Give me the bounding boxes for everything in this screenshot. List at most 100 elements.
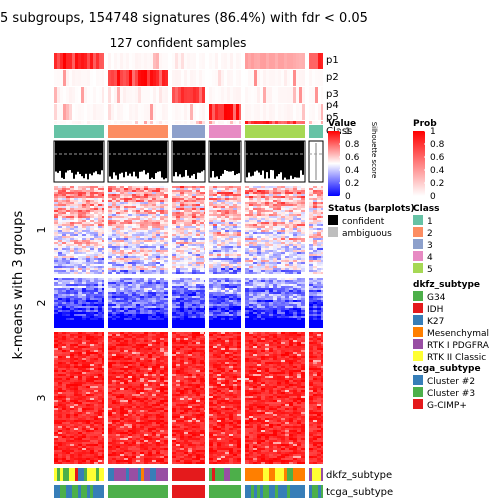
prob-cell [78, 87, 81, 103]
heat-cell [98, 284, 102, 286]
heat-cell [124, 248, 128, 250]
heat-cell [54, 250, 58, 252]
heat-cell [293, 240, 297, 242]
heat-cell [160, 284, 164, 286]
heat-cell [289, 268, 293, 270]
heat-cell [249, 280, 253, 282]
heat-cell [221, 234, 225, 236]
heat-cell [120, 226, 124, 228]
heat-cell [265, 252, 269, 254]
prob-cell [199, 87, 202, 103]
heat-cell [160, 252, 164, 254]
heat-cell [58, 284, 62, 286]
heat-cell [54, 294, 58, 296]
heat-cell [192, 292, 196, 294]
heat-cell [200, 258, 204, 260]
heat-cell [221, 286, 225, 288]
heat-cell [70, 220, 74, 222]
heat-cell [156, 230, 160, 232]
heat-cell [120, 232, 124, 234]
heat-cell [148, 192, 152, 194]
heat-cell [237, 322, 241, 324]
heat-cell [144, 254, 148, 256]
heat-cell [192, 288, 196, 290]
heat-cell [82, 324, 86, 326]
heat-cell [120, 216, 124, 218]
heat-cell [66, 290, 70, 292]
heat-cell [225, 284, 229, 286]
heat-cell [102, 248, 104, 250]
heat-cell [136, 192, 140, 194]
heat-cell [301, 292, 305, 294]
heat-cell [116, 326, 120, 328]
heat-cell [180, 298, 184, 300]
prob-cell [114, 70, 117, 86]
heat-cell [269, 286, 273, 288]
heat-cell [217, 286, 221, 288]
heat-cell [82, 326, 86, 328]
heat-cell [269, 254, 273, 256]
heat-cell [237, 324, 241, 326]
heat-cell [62, 188, 66, 190]
heat-cell [192, 282, 196, 284]
heat-cell [257, 220, 261, 222]
heat-cell [108, 244, 112, 246]
heat-cell [78, 284, 82, 286]
heat-cell [196, 194, 200, 196]
heat-cell [257, 236, 261, 238]
heat-cell [237, 220, 241, 222]
heat-cell [116, 202, 120, 204]
heat-cell [289, 202, 293, 204]
heat-cell [313, 270, 317, 272]
heat-cell [188, 204, 192, 206]
heat-cell [58, 204, 62, 206]
heat-cell [233, 300, 237, 302]
heat-cell [86, 186, 90, 188]
heat-cell [136, 196, 140, 198]
heat-cell [277, 214, 281, 216]
prob-cell [102, 70, 104, 86]
heat-cell [209, 198, 213, 200]
heat-cell [313, 314, 317, 316]
heat-cell [82, 202, 86, 204]
heat-cell [148, 264, 152, 266]
heat-cell [209, 218, 213, 220]
heat-cell [269, 218, 273, 220]
heat-cell [66, 204, 70, 206]
heat-cell [116, 208, 120, 210]
heat-cell [217, 208, 221, 210]
heat-cell [116, 306, 120, 308]
heat-cell [54, 196, 58, 198]
heat-cell [257, 296, 261, 298]
heat-cell [116, 290, 120, 292]
heat-cell [62, 278, 66, 280]
heat-cell [124, 308, 128, 310]
heat-cell [58, 234, 62, 236]
heat-cell [269, 302, 273, 304]
prob-cell [299, 53, 302, 69]
heat-cell [172, 244, 176, 246]
prob-cell [302, 53, 305, 69]
heat-cell [184, 312, 188, 314]
heat-cell [293, 212, 297, 214]
heat-cell [184, 246, 188, 248]
heat-cell [108, 232, 112, 234]
heat-cell [102, 200, 104, 202]
heat-cell [301, 294, 305, 296]
heat-cell [301, 286, 305, 288]
heat-cell [156, 320, 160, 322]
heat-cell [209, 304, 213, 306]
heat-cell [102, 310, 104, 312]
heat-cell [66, 194, 70, 196]
heat-cell [209, 238, 213, 240]
heat-cell [285, 202, 289, 204]
heat-cell [62, 226, 66, 228]
prob-cell [75, 70, 78, 86]
heat-cell [132, 300, 136, 302]
heat-cell [148, 194, 152, 196]
heat-cell [82, 192, 86, 194]
heat-cell [124, 258, 128, 260]
heat-cell [70, 232, 74, 234]
heat-cell [188, 268, 192, 270]
heat-cell [180, 278, 184, 280]
